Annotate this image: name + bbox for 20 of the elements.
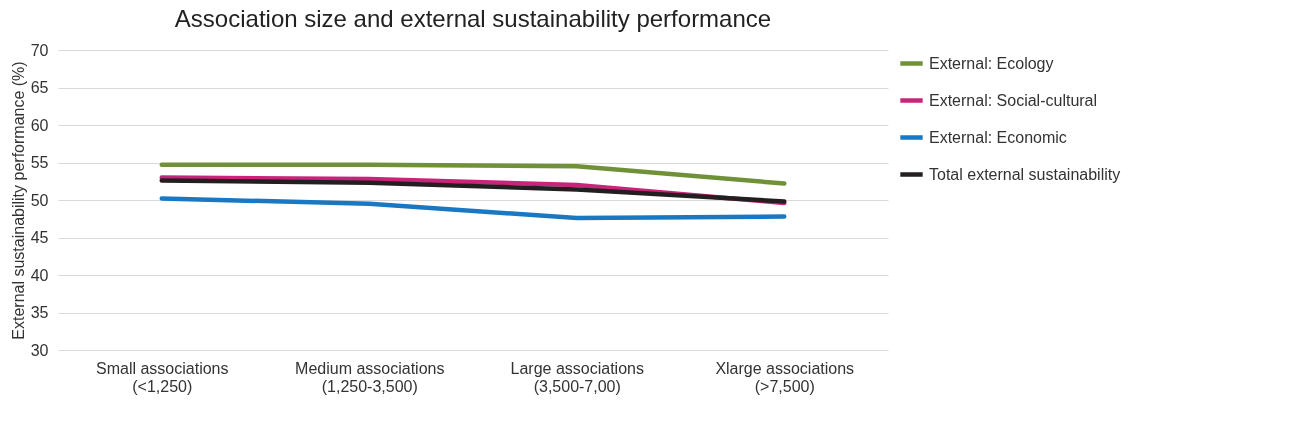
y-tick-label: 60: [30, 116, 49, 134]
x-tick-label: Small associations (<1,250): [96, 359, 229, 395]
y-tick-label: 50: [30, 191, 49, 209]
y-axis-title: External sustainability performance (%): [9, 61, 27, 340]
x-tick-label: Medium associations (1,250-3,500): [295, 359, 445, 395]
y-tick-label: 55: [30, 154, 49, 171]
legend-label: External: Economic: [929, 128, 1067, 146]
y-tick-label: 70: [30, 41, 49, 59]
y-tick-label: 40: [30, 266, 49, 284]
chart-title: Association size and external sustainability performance: [174, 5, 772, 32]
line-series: [159, 196, 787, 221]
y-tick-label: 30: [30, 341, 49, 359]
y-tick-label: 65: [30, 79, 49, 96]
legend-label: External: Ecology: [929, 54, 1054, 72]
y-tick-label: 45: [30, 229, 49, 246]
legend-label: Total external sustainability: [929, 165, 1121, 183]
legend-label: External: Social-cultural: [929, 91, 1098, 109]
y-tick-label: 35: [30, 304, 49, 321]
x-tick-label: Large associations (3,500-7,00): [510, 359, 644, 395]
x-tick-label: Xlarge associations (>7,500): [715, 359, 855, 395]
